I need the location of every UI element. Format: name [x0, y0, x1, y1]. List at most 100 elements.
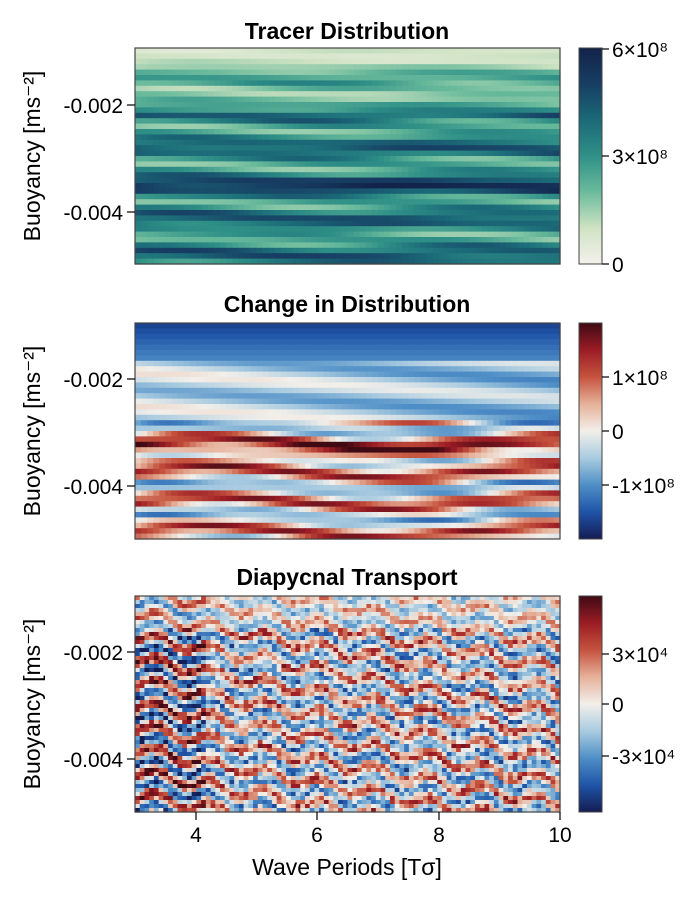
heatmap-cell [371, 398, 379, 405]
heatmap-cell [475, 237, 482, 243]
heatmap-cell [505, 441, 513, 448]
heatmap-cell [220, 247, 227, 254]
heatmap-cell [220, 69, 227, 76]
heatmap-cell [171, 226, 179, 233]
heatmap-cell [323, 253, 330, 260]
heatmap-cell [377, 242, 385, 249]
heatmap-cell [298, 393, 306, 400]
heatmap-cell [371, 102, 379, 108]
heatmap-cell [377, 247, 385, 254]
heatmap-cell [456, 355, 464, 362]
heatmap-cell [359, 188, 367, 195]
heatmap-cell [390, 350, 397, 356]
heatmap-cell [511, 387, 519, 394]
heatmap-cell [220, 96, 227, 103]
heatmap-cell [547, 85, 555, 92]
heatmap-cell [402, 85, 409, 92]
heatmap-cell [213, 414, 221, 421]
heatmap-cell [195, 350, 203, 356]
heatmap-cell [420, 323, 428, 329]
heatmap-cell [505, 102, 513, 108]
heatmap-cell [456, 420, 464, 427]
heatmap-cell [547, 452, 555, 459]
heatmap-cell [529, 247, 537, 254]
heatmap-cell [183, 204, 191, 211]
heatmap-cell [390, 355, 397, 362]
heatmap-cell [553, 156, 561, 162]
heatmap-cell [408, 387, 415, 394]
heatmap-cell [147, 479, 154, 486]
heatmap-cell [553, 414, 561, 421]
heatmap-cell [305, 344, 312, 351]
heatmap-cell [286, 479, 294, 486]
heatmap-cell [432, 91, 440, 98]
heatmap-cell [201, 112, 209, 119]
heatmap-cell [226, 350, 233, 356]
heatmap-cell [462, 96, 470, 103]
heatmap-cell [396, 447, 403, 454]
heatmap-cell [256, 199, 264, 206]
heatmap-cell [268, 328, 276, 335]
heatmap-cell [335, 452, 343, 459]
heatmap-cell [329, 350, 336, 356]
heatmap-cell [444, 339, 452, 346]
heatmap-cell [517, 247, 525, 254]
heatmap-cell [135, 75, 142, 81]
heatmap-cell [195, 253, 203, 260]
heatmap-cell [213, 258, 221, 265]
heatmap-cell [426, 333, 434, 340]
heatmap-cell [468, 134, 476, 141]
heatmap-cell [298, 350, 306, 356]
heatmap-cell [396, 226, 403, 233]
heatmap-cell [420, 220, 428, 227]
heatmap-cell [238, 183, 245, 189]
heatmap-cell [450, 75, 458, 81]
heatmap-cell [353, 398, 361, 405]
heatmap-cell [408, 69, 415, 76]
heatmap-cell [499, 420, 506, 427]
heatmap-cell [317, 107, 324, 114]
heatmap-cell [371, 145, 379, 152]
heatmap-cell [213, 247, 221, 254]
heatmap-cell [201, 220, 209, 227]
heatmap-cell [244, 404, 251, 410]
heatmap-cell [171, 183, 179, 189]
heatmap-cell [335, 48, 343, 54]
heatmap-cell [292, 237, 300, 243]
heatmap-cell [171, 91, 179, 98]
heatmap-cell [523, 231, 531, 238]
heatmap-cell [408, 242, 415, 249]
heatmap-cell [238, 107, 245, 114]
heatmap-cell [201, 242, 209, 249]
heatmap-cell [256, 339, 264, 346]
heatmap-cell [280, 409, 288, 416]
heatmap-cell [213, 436, 221, 443]
heatmap-cell [547, 231, 555, 238]
heatmap-cell [250, 398, 258, 405]
heatmap-cell [529, 215, 537, 222]
heatmap-cell [213, 333, 221, 340]
heatmap-cell [201, 431, 209, 437]
heatmap-cell [390, 258, 397, 265]
heatmap-cell [305, 226, 312, 233]
colorbar [578, 47, 603, 265]
heatmap-cell [201, 156, 209, 162]
heatmap-cell [177, 328, 185, 335]
heatmap-cell [256, 145, 264, 152]
heatmap-cell [135, 139, 142, 146]
heatmap-cell [353, 431, 361, 437]
heatmap-cell [432, 53, 440, 60]
heatmap-cell [183, 420, 191, 427]
heatmap-cell [244, 123, 251, 130]
heatmap-cell [390, 431, 397, 437]
heatmap-cell [207, 382, 215, 389]
heatmap-cell [201, 247, 209, 254]
heatmap-cell [499, 350, 506, 356]
heatmap-cell [250, 85, 258, 92]
heatmap-cell [262, 366, 270, 373]
heatmap-cell [493, 166, 500, 173]
heatmap-cell [147, 404, 154, 410]
heatmap-cell [475, 199, 482, 206]
heatmap-cell [553, 145, 561, 152]
heatmap-cell [505, 242, 513, 249]
